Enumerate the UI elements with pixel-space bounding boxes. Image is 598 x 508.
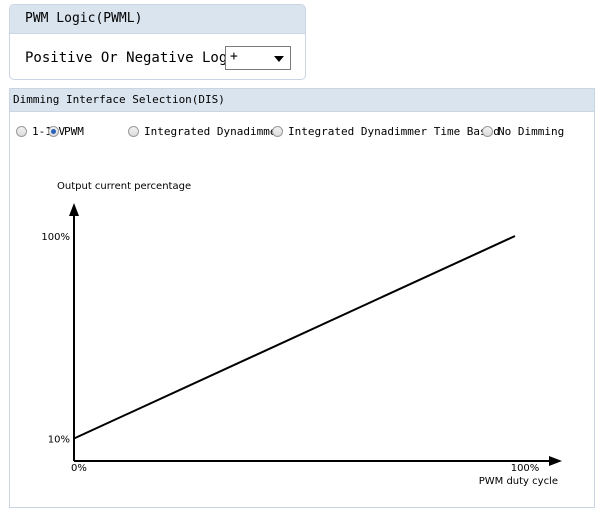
radio-button[interactable] [48, 126, 59, 137]
pwm-logic-panel: PWM Logic(PWML) Positive Or Negative Log… [9, 4, 306, 80]
logic-select-value: + [230, 49, 238, 64]
radio-label: No Dimming [498, 125, 565, 138]
x-tick-label: 100% [511, 463, 540, 474]
x-tick-label: 0% [71, 463, 87, 474]
chevron-down-icon[interactable] [274, 56, 284, 62]
series-line [73, 235, 516, 440]
radio-button[interactable] [16, 126, 27, 137]
y-tick-label: 10% [48, 435, 70, 446]
radio-button[interactable] [482, 126, 493, 137]
dimming-interface-header: Dimming Interface Selection(DIS) [10, 89, 594, 112]
y-axis-label: Output current percentage [57, 181, 191, 192]
logic-label: Positive Or Negative Logic [25, 50, 245, 66]
radio-button[interactable] [272, 126, 283, 137]
y-axis-arrow [69, 203, 79, 216]
y-tick-label: 100% [41, 232, 70, 243]
radio-label: Integrated Dynadimmer Time Based [288, 125, 500, 138]
logic-select[interactable]: + [225, 46, 291, 70]
radio-label: Integrated Dynadimmer [144, 125, 284, 138]
pwm-logic-header: PWM Logic(PWML) [10, 5, 305, 34]
radio-label: PWM [64, 125, 84, 138]
radio-button[interactable] [128, 126, 139, 137]
x-axis-label: PWM duty cycle [479, 476, 558, 487]
dimming-interface-panel: Dimming Interface Selection(DIS) 1-10V P… [9, 88, 595, 508]
x-axis-arrow [549, 456, 562, 466]
